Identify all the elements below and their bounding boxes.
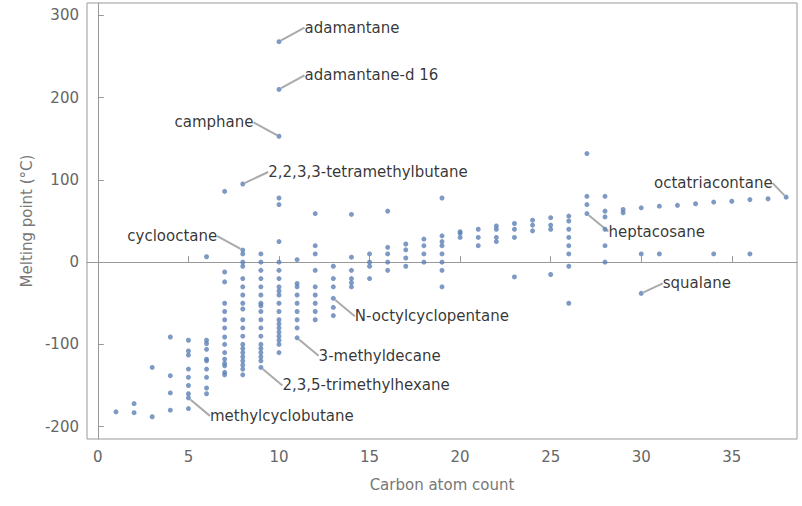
svg-text:30: 30 (632, 448, 651, 466)
svg-text:15: 15 (360, 448, 379, 466)
svg-text:20: 20 (451, 448, 470, 466)
svg-text:35: 35 (722, 448, 741, 466)
svg-text:Carbon atom count: Carbon atom count (370, 476, 515, 494)
svg-text:camphane: camphane (174, 113, 253, 131)
svg-text:Melting point (°C): Melting point (°C) (18, 155, 36, 288)
svg-text:10: 10 (269, 448, 288, 466)
svg-text:squalane: squalane (663, 274, 731, 292)
svg-text:cyclooctane: cyclooctane (127, 227, 217, 245)
svg-text:methylcyclobutane: methylcyclobutane (210, 407, 354, 425)
svg-text:5: 5 (184, 448, 194, 466)
svg-text:heptacosane: heptacosane (608, 223, 705, 241)
svg-text:2,2,3,3-tetramethylbutane: 2,2,3,3-tetramethylbutane (268, 163, 467, 181)
svg-text:25: 25 (541, 448, 560, 466)
svg-text:-200: -200 (45, 418, 79, 436)
svg-text:3-methyldecane: 3-methyldecane (319, 347, 441, 365)
svg-text:2,3,5-trimethylhexane: 2,3,5-trimethylhexane (282, 376, 449, 394)
svg-text:100: 100 (50, 171, 79, 189)
svg-text:-100: -100 (45, 335, 79, 353)
svg-text:adamantane: adamantane (304, 19, 399, 37)
svg-text:N-octylcyclopentane: N-octylcyclopentane (355, 307, 509, 325)
svg-text:0: 0 (93, 448, 103, 466)
svg-text:200: 200 (50, 89, 79, 107)
svg-text:300: 300 (50, 6, 79, 24)
svg-text:adamantane-d 16: adamantane-d 16 (304, 66, 438, 84)
svg-text:0: 0 (69, 253, 79, 271)
svg-text:octatriacontane: octatriacontane (654, 174, 773, 192)
